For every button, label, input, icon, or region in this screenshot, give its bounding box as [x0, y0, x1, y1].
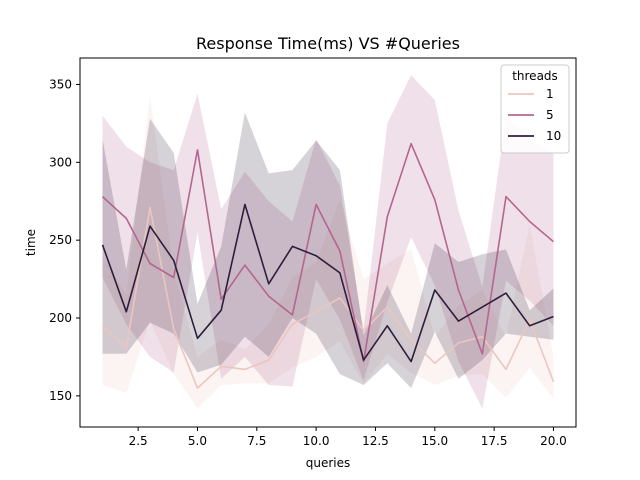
line-series-1 [101, 206, 555, 389]
chart-title: Response Time(ms) VS #Queries [196, 34, 460, 53]
x-tick-label: 17.5 [481, 434, 508, 448]
y-tick-label: 150 [49, 389, 72, 403]
ci-band-series-10 [102, 112, 554, 389]
y-tick-label: 350 [49, 77, 72, 91]
x-tick-label: 7.5 [247, 434, 266, 448]
y-tick-label: 250 [49, 233, 72, 247]
x-axis-ticks: 2.5 5.0 7.5 10.0 12.5 15.0 17.5 20.0 [129, 427, 567, 448]
confidence-bands [102, 75, 554, 409]
legend-label-series-5: 5 [546, 108, 554, 122]
x-tick-label: 15.0 [421, 434, 448, 448]
y-axis-label: time [24, 229, 38, 256]
legend-label-series-10: 10 [546, 129, 561, 143]
y-tick-label: 300 [49, 155, 72, 169]
ci-band-series-1 [102, 95, 554, 409]
line-series-10 [101, 203, 554, 363]
x-tick-label: 5.0 [188, 434, 207, 448]
plot-frame [79, 57, 577, 428]
x-axis-label: queries [306, 456, 351, 470]
x-tick-label: 12.5 [362, 434, 389, 448]
x-tick-label: 2.5 [129, 434, 148, 448]
legend-label-series-1: 1 [546, 87, 554, 101]
legend-box [500, 64, 570, 154]
ci-band-series-5 [102, 75, 554, 409]
y-tick-label: 200 [49, 311, 72, 325]
x-tick-label: 10.0 [303, 434, 330, 448]
series-lines [101, 142, 555, 389]
line-series-5 [101, 142, 555, 363]
x-tick-label: 20.0 [540, 434, 567, 448]
legend-title: threads [512, 69, 558, 83]
y-axis-ticks: 150 200 250 300 350 [49, 77, 80, 403]
